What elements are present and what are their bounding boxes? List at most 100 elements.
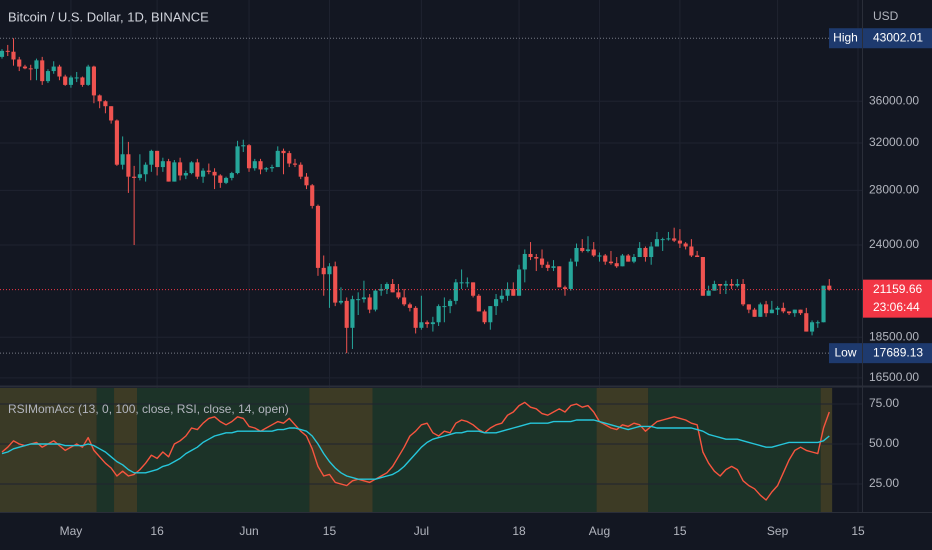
candle-body <box>63 76 68 85</box>
candle-body <box>718 283 723 286</box>
candle-body <box>166 161 171 182</box>
candle-body <box>373 290 378 310</box>
candle-body <box>51 66 56 72</box>
candle-body <box>798 309 803 314</box>
y-tick-label: 28000.00 <box>869 183 919 197</box>
candle-body <box>28 68 33 70</box>
indicator-title: RSIMomAcc (13, 0, 100, close, RSI, close… <box>8 402 289 416</box>
candle-body <box>539 258 545 265</box>
candle-body <box>821 285 826 323</box>
candle-body <box>22 66 28 69</box>
candle-body <box>57 66 62 77</box>
candle-body <box>413 307 418 328</box>
candle-body <box>471 282 476 296</box>
candle-body <box>80 77 85 85</box>
candle-body <box>574 247 579 262</box>
candle-body <box>252 161 257 169</box>
candle-body <box>827 285 832 290</box>
candle-body <box>620 255 625 267</box>
candle-body <box>149 150 154 165</box>
chart-title: Bitcoin / U.S. Dollar, 1D, BINANCE <box>8 9 209 24</box>
candle-body <box>126 154 131 177</box>
candle-body <box>356 299 361 301</box>
candle-body <box>178 162 183 176</box>
candle-body <box>608 261 614 264</box>
candle-body <box>195 162 200 177</box>
candle-body <box>493 299 499 307</box>
candle-body <box>729 283 734 286</box>
x-tick-label: Sep <box>767 524 789 538</box>
candle-body <box>68 77 74 85</box>
candle-body <box>459 282 464 284</box>
candle-body <box>310 185 315 206</box>
low-tag <box>829 343 862 364</box>
candle-body <box>660 239 665 241</box>
candle-body <box>333 266 338 303</box>
candle-body <box>5 50 10 52</box>
candle-body <box>287 153 292 164</box>
candle-body <box>614 263 619 267</box>
candle-body <box>137 174 142 178</box>
y-tick-label: 24000.00 <box>869 237 919 251</box>
candle-body <box>11 51 16 60</box>
candle-body <box>338 300 344 303</box>
candle-body <box>677 240 682 244</box>
zone <box>114 388 138 512</box>
candle-body <box>229 173 234 178</box>
candle-body <box>436 306 441 323</box>
candle-body <box>758 304 763 317</box>
candle-body <box>281 150 286 154</box>
candle-body <box>132 176 137 178</box>
x-tick-label: 15 <box>673 524 687 538</box>
candle-body <box>143 164 148 175</box>
candle-body <box>120 154 125 165</box>
candle-body <box>672 238 677 241</box>
y-tick-label: 75.00 <box>869 396 899 410</box>
zone <box>820 388 833 512</box>
candle-body <box>367 297 372 310</box>
candle-body <box>74 77 79 79</box>
candle-body <box>631 257 637 262</box>
candle-body <box>109 106 114 121</box>
candle-body <box>114 120 119 165</box>
candle-body <box>396 292 401 298</box>
candle-body <box>292 163 298 165</box>
candle-body <box>264 168 269 170</box>
candle-body <box>425 322 430 325</box>
x-tick-label: Jul <box>414 524 429 538</box>
countdown: 23:06:44 <box>873 300 920 314</box>
candle-body <box>683 243 688 247</box>
candle-body <box>86 66 91 85</box>
candle-body <box>735 283 740 286</box>
candle-body <box>712 283 717 291</box>
candle-body <box>499 295 504 300</box>
candle-body <box>786 311 792 314</box>
candle-body <box>407 304 412 308</box>
candle-body <box>585 249 591 251</box>
candle-body <box>654 239 659 247</box>
candle-body <box>723 283 728 286</box>
x-tick-label: 15 <box>851 524 865 538</box>
zone <box>0 388 97 512</box>
candle-body <box>45 71 51 82</box>
candle-body <box>695 255 700 258</box>
candle-body <box>746 304 751 310</box>
candle-body <box>769 309 774 314</box>
candle-body <box>649 246 654 258</box>
candle-body <box>390 283 395 293</box>
x-tick-label: 18 <box>512 524 526 538</box>
zone <box>309 388 373 512</box>
candle-body <box>706 290 711 296</box>
candle-body <box>246 145 252 169</box>
candle-body <box>511 288 516 296</box>
candle-body <box>689 246 694 256</box>
candle-body <box>775 307 780 310</box>
candle-body <box>430 322 435 325</box>
candle-body <box>206 170 211 172</box>
candle-body <box>551 266 556 268</box>
candle-body <box>97 95 102 102</box>
low-value-tag <box>863 343 932 364</box>
candle-body <box>781 307 786 312</box>
y-tick-label: 18500.00 <box>869 329 919 343</box>
candle-body <box>172 162 177 182</box>
